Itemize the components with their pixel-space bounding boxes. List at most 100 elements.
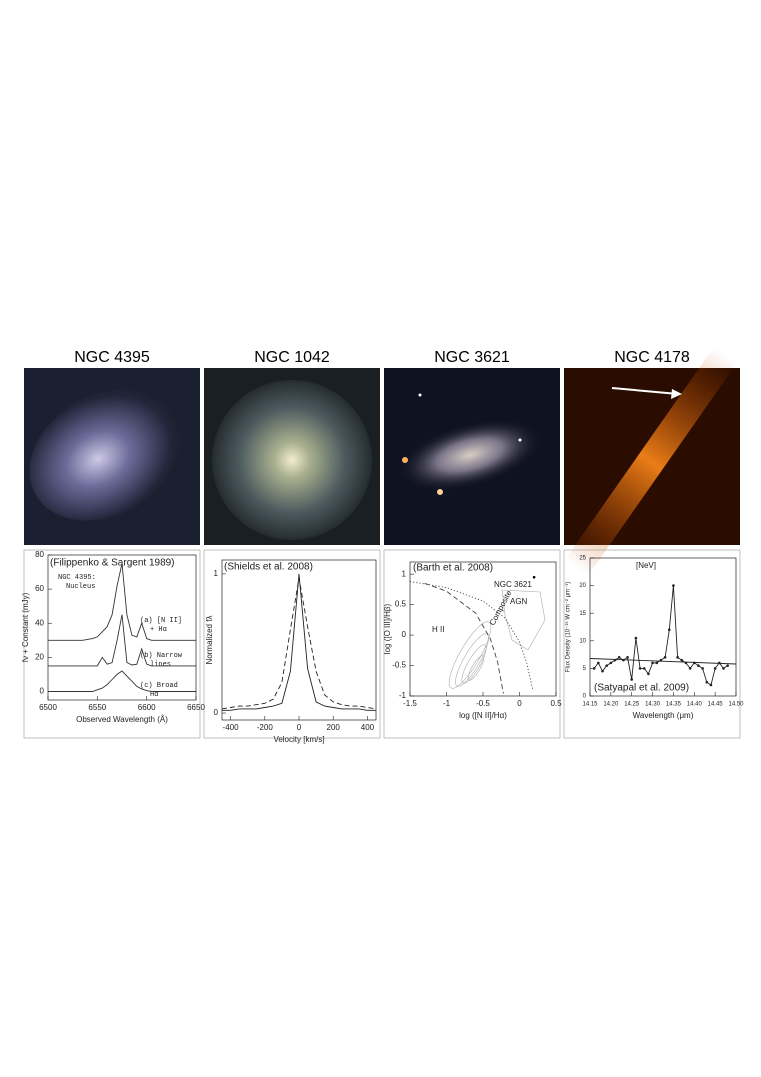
annotation: Nucleus xyxy=(66,583,95,591)
x-tick-label: 6550 xyxy=(88,703,106,712)
data-point xyxy=(617,656,621,659)
contours xyxy=(448,589,546,689)
annotation: NGC 3621 xyxy=(494,580,532,589)
series-line xyxy=(424,582,504,694)
data-point xyxy=(642,667,646,670)
y-axis-label: log ([O III]/Hβ) xyxy=(383,603,392,654)
x-tick-label: 0.5 xyxy=(550,699,562,708)
y-tick-label: 0 xyxy=(214,708,219,717)
y-tick-label: 0.5 xyxy=(395,600,407,609)
x-tick-label: 14.20 xyxy=(603,702,619,708)
y-tick-label: 40 xyxy=(35,618,44,627)
x-tick-label: -1.5 xyxy=(403,699,417,708)
plot-frames xyxy=(23,549,741,739)
galaxy-image xyxy=(204,368,380,545)
y-tick-label: 0 xyxy=(583,694,587,700)
y-axis-label: Flux Density (10⁻¹⁶ W cm⁻² μm⁻¹) xyxy=(565,582,572,672)
data-point xyxy=(701,667,704,670)
annotation: (b) Narrow xyxy=(140,652,183,660)
series-line xyxy=(48,563,196,641)
x-tick-label: 14.40 xyxy=(687,702,703,708)
annotation: lines xyxy=(150,661,171,669)
data-point xyxy=(609,661,613,665)
data-point xyxy=(672,584,675,587)
data-point xyxy=(634,636,638,640)
y-tick-label: 25 xyxy=(579,556,586,562)
y-tick-label: -1 xyxy=(399,691,407,700)
data-point xyxy=(532,575,536,579)
data-point xyxy=(680,658,684,662)
series-line xyxy=(48,614,196,667)
x-tick-label: 0 xyxy=(297,723,302,732)
x-tick-label: 200 xyxy=(327,723,341,732)
annotation: (Filippenko & Sargent 1989) xyxy=(50,558,175,569)
y-tick-label: 60 xyxy=(35,584,44,593)
annotation: NGC 4395: xyxy=(58,574,96,582)
x-tick-label: 6500 xyxy=(39,703,57,712)
data-point xyxy=(647,672,650,676)
y-tick-label: 0 xyxy=(402,630,407,639)
data-point xyxy=(605,664,608,667)
data-point xyxy=(626,656,629,659)
annotation: H II xyxy=(432,625,444,634)
data-point xyxy=(597,661,600,665)
data-point xyxy=(713,667,717,670)
y-tick-label: 5 xyxy=(583,666,587,672)
data-point xyxy=(722,667,725,670)
x-tick-label: 6600 xyxy=(138,703,156,712)
y-tick-label: 0 xyxy=(40,687,45,696)
annotation: (Satyapal et al. 2009) xyxy=(594,683,689,694)
x-tick-label: 14.50 xyxy=(728,702,744,708)
x-tick-label: -400 xyxy=(223,723,240,732)
data-point xyxy=(601,669,604,673)
y-tick-label: 15 xyxy=(579,611,586,617)
x-tick-label: -200 xyxy=(257,723,274,732)
panel-title: NGC 3621 xyxy=(434,349,510,366)
annotation: (a) [N II] xyxy=(140,617,182,625)
data-point xyxy=(651,661,654,665)
data-point xyxy=(676,656,679,659)
series-line xyxy=(48,670,196,692)
annotation: (Shields et al. 2008) xyxy=(224,562,313,573)
data-point xyxy=(688,667,692,670)
annotation: (c) Broad xyxy=(140,682,178,690)
y-tick-label: 1 xyxy=(214,569,219,578)
annotation: Hα xyxy=(150,691,158,699)
x-axis-label: log ([N II]/Hα) xyxy=(459,711,507,720)
data-point xyxy=(638,667,642,670)
y-tick-label: 80 xyxy=(35,550,44,559)
panel-title: NGC 4395 xyxy=(74,349,150,366)
x-axis-label: Observed Wavelength (Å) xyxy=(76,715,168,724)
series-line xyxy=(222,573,376,711)
y-tick-label: 20 xyxy=(579,583,586,589)
data-point xyxy=(697,664,700,667)
panel-title: NGC 4178 xyxy=(614,349,690,366)
x-tick-label: -1 xyxy=(443,699,451,708)
data-point xyxy=(667,628,671,632)
data-point xyxy=(726,664,729,667)
y-tick-label: 20 xyxy=(35,652,44,661)
x-tick-label: 400 xyxy=(361,723,375,732)
x-axis-label: Wavelength (μm) xyxy=(633,711,694,720)
galaxy-image xyxy=(564,347,740,577)
x-tick-label: 14.15 xyxy=(582,702,598,708)
x-tick-label: 0 xyxy=(517,699,522,708)
x-tick-label: -0.5 xyxy=(476,699,490,708)
y-tick-label: -0.5 xyxy=(392,661,406,670)
series-line xyxy=(593,585,728,686)
annotation: [NeV] xyxy=(636,561,656,570)
annotation: (Barth et al. 2008) xyxy=(413,563,493,574)
data-point xyxy=(663,656,667,659)
axes-frame xyxy=(47,554,197,701)
panel-title: NGC 1042 xyxy=(254,349,330,366)
x-tick-label: 14.35 xyxy=(666,702,682,708)
galaxy-image xyxy=(384,368,560,545)
axes-frame xyxy=(221,559,377,721)
x-tick-label: 6650 xyxy=(187,703,205,712)
data-point xyxy=(592,667,596,670)
galaxy-image xyxy=(24,368,200,545)
y-axis-label: fν + Constant (mJy) xyxy=(21,592,30,662)
x-tick-label: 14.25 xyxy=(624,702,640,708)
axes-frame xyxy=(589,557,737,697)
data-point xyxy=(705,680,709,684)
